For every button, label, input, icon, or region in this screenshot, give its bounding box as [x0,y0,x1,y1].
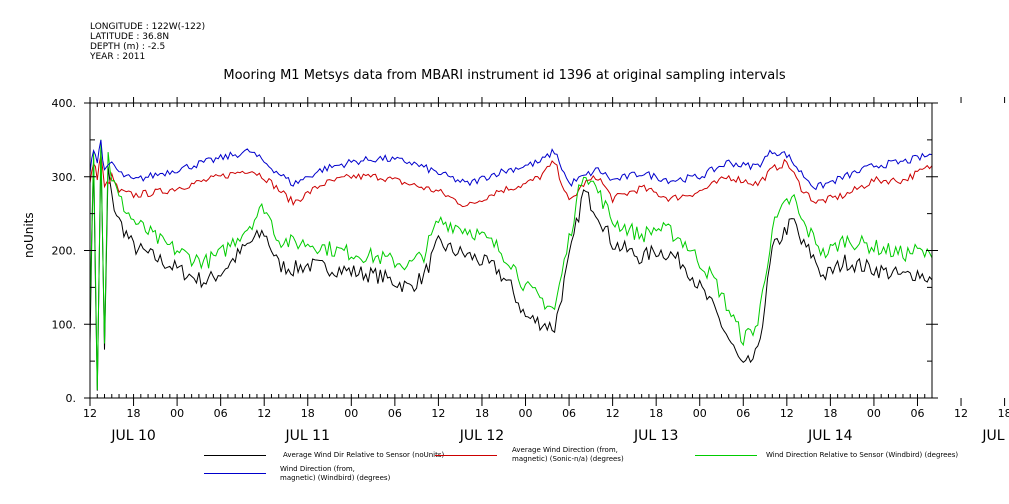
x-tick-label: 12 [83,407,97,420]
x-tick-label: 06 [388,407,402,420]
x-tick-label: 12 [431,407,445,420]
series-line-2 [89,155,933,208]
x-tick-label: 18 [649,407,663,420]
x-tick-label: 12 [606,407,620,420]
x-day-label: JUL 14 [807,428,853,444]
legend-swatch-series-2 [435,455,497,456]
x-tick-label: 12 [780,407,794,420]
x-tick-label: 06 [562,407,576,420]
x-tick-label: 00 [693,407,707,420]
chart-title: Mooring M1 Metsys data from MBARI instru… [223,68,786,83]
series-line-3 [89,139,933,390]
x-day-label: JUL 13 [633,428,678,444]
y-tick-label: 400. [52,97,77,110]
x-day-label: JUL 11 [285,428,330,444]
x-tick-label: 12 [257,407,271,420]
x-tick-label: 00 [519,407,533,420]
legend-label-series-2: Average Wind Direction (from, magnetic) … [512,446,624,463]
x-tick-label: 00 [344,407,358,420]
x-tick-label: 18 [127,407,141,420]
x-tick-label: 18 [998,407,1009,420]
legend-swatch-series-3 [695,455,757,456]
x-tick-label: 06 [736,407,750,420]
x-day-label: JUL 10 [110,428,155,444]
y-tick-label: 300. [52,171,77,184]
series-line-4 [89,139,933,191]
year-label: YEAR : 2011 [90,52,146,62]
y-tick-label: 100. [52,318,77,331]
legend-label-series-3: Wind Direction Relative to Sensor (Windb… [766,451,959,459]
y-tick-label: 200. [52,245,77,258]
x-day-label: JUL 15 [981,428,1009,444]
legend-label-series-1: Average Wind Dir Relative to Sensor (noU… [283,451,445,459]
legend-swatch-series-4 [204,473,266,474]
depth-label: DEPTH (m) : -2.5 [90,42,166,52]
x-tick-label: 00 [867,407,881,420]
legend-swatch-series-1 [204,455,266,456]
metadata-block: LONGITUDE : 122W(-122) LATITUDE : 36.8N … [90,22,205,62]
x-day-label: JUL 12 [459,428,504,444]
x-tick-label: 18 [475,407,489,420]
plot-frame [89,102,933,399]
x-tick-label: 06 [910,407,924,420]
x-tick-label: 00 [170,407,184,420]
longitude-label: LONGITUDE : 122W(-122) [90,22,206,32]
latitude-label: LATITUDE : 36.8N [90,32,170,42]
legend-label-series-4: Wind Direction (from, magnetic) (Windbir… [280,465,391,482]
x-tick-label: 18 [823,407,837,420]
x-tick-label: 18 [301,407,315,420]
x-tick-label: 12 [954,407,968,420]
x-tick-label: 06 [214,407,228,420]
y-tick-label: 0. [66,392,77,405]
series-line-1 [89,149,933,391]
